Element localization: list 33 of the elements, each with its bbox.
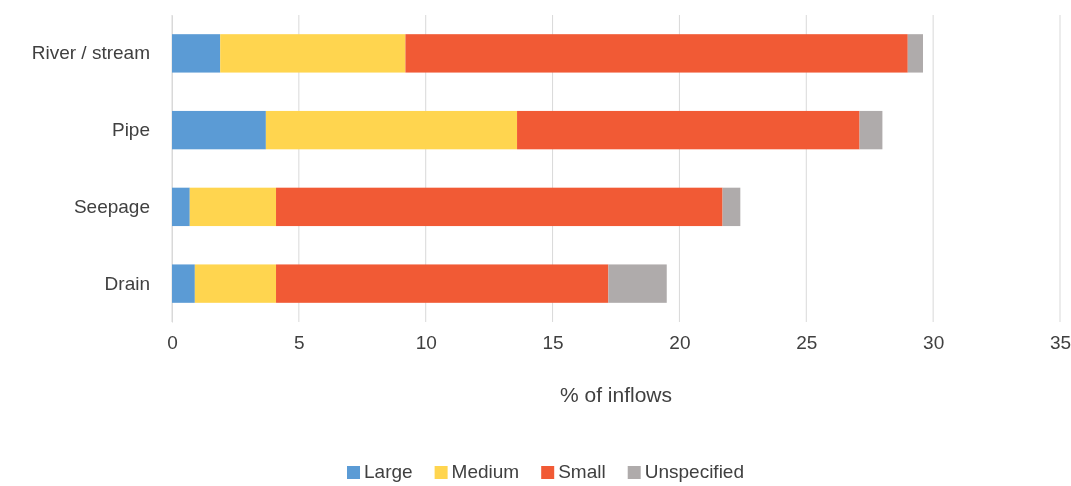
bar <box>172 264 195 303</box>
y-tick-label: Drain <box>104 272 150 294</box>
bar <box>189 187 277 227</box>
x-tick-label: 5 <box>294 332 305 354</box>
x-tick-label: 25 <box>796 332 818 354</box>
x-axis-title: % of inflows <box>559 383 673 406</box>
y-tick-label: Seepage <box>73 195 150 217</box>
legend-label: Medium <box>451 461 520 482</box>
bar <box>276 264 609 303</box>
bar <box>405 34 908 73</box>
bar <box>194 264 277 303</box>
y-tick-label: River / stream <box>31 42 150 64</box>
bar <box>172 187 190 227</box>
legend-label: Unspecified <box>644 461 744 482</box>
bar <box>517 110 860 150</box>
bar <box>265 110 518 150</box>
x-tick-label: 15 <box>542 332 564 354</box>
bar <box>907 34 923 73</box>
x-tick-label: 10 <box>415 332 437 354</box>
bar <box>722 187 741 227</box>
x-tick-label: 0 <box>167 332 178 354</box>
bar <box>172 34 221 73</box>
bar <box>608 264 667 303</box>
bar <box>276 187 723 227</box>
legend-label: Large <box>364 461 413 482</box>
bar <box>220 34 406 73</box>
bar <box>172 110 266 150</box>
legend-label: Small <box>558 461 606 482</box>
y-tick-label: Pipe <box>111 119 150 141</box>
x-tick-label: 20 <box>669 332 691 354</box>
bar <box>859 110 883 150</box>
x-tick-label: 35 <box>1049 332 1071 354</box>
x-tick-label: 30 <box>923 332 945 354</box>
